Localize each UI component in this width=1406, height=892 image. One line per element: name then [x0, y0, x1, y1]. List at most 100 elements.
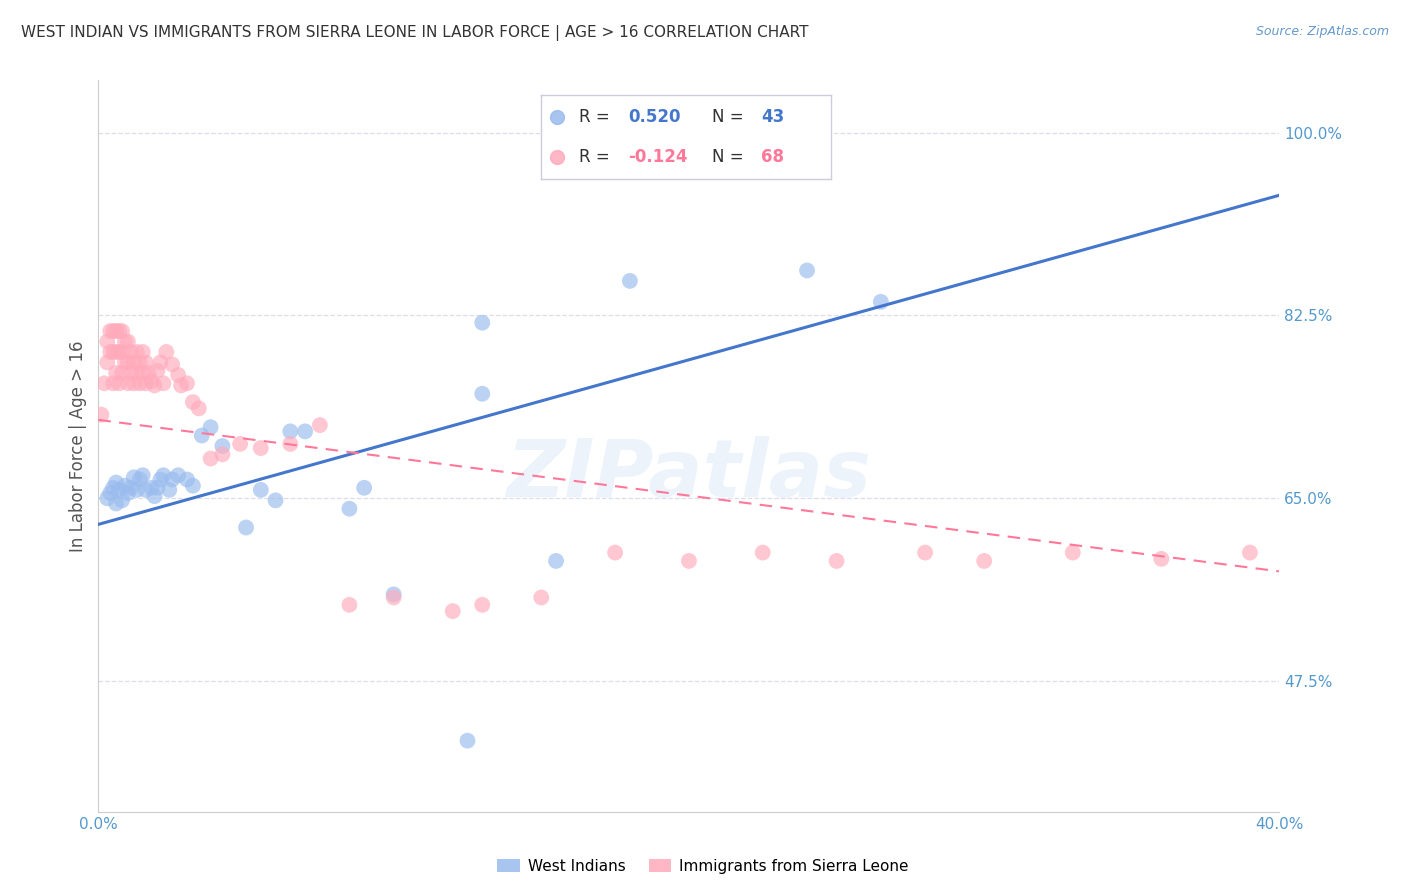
Point — [122, 355, 145, 369]
Point — [146, 481, 169, 495]
Point — [157, 483, 180, 497]
Point — [114, 479, 136, 493]
Point — [96, 491, 118, 506]
Legend: West Indians, Immigrants from Sierra Leone: West Indians, Immigrants from Sierra Leo… — [491, 853, 915, 880]
Point — [752, 545, 775, 559]
Point — [382, 587, 405, 601]
Point — [152, 468, 174, 483]
Point — [141, 374, 163, 388]
Point — [105, 496, 128, 510]
Point — [235, 520, 257, 534]
Point — [167, 468, 190, 483]
Point — [117, 355, 139, 369]
Point — [973, 554, 995, 568]
Point — [111, 345, 134, 359]
Point — [200, 451, 222, 466]
Point — [125, 345, 148, 359]
Point — [98, 324, 121, 338]
Point — [229, 437, 252, 451]
Point — [250, 441, 273, 455]
Point — [471, 316, 494, 330]
Point — [200, 420, 222, 434]
Point — [143, 378, 166, 392]
Point — [105, 324, 128, 338]
Point — [211, 447, 233, 461]
Point — [103, 324, 125, 338]
Point — [120, 366, 142, 380]
Point — [176, 376, 198, 391]
Point — [530, 591, 553, 605]
Point — [128, 376, 150, 391]
Point — [122, 376, 145, 391]
Point — [90, 408, 112, 422]
Point — [678, 554, 700, 568]
Point — [191, 428, 214, 442]
Point — [120, 481, 142, 495]
Point — [132, 345, 155, 359]
Point — [146, 364, 169, 378]
Point — [122, 470, 145, 484]
Y-axis label: In Labor Force | Age > 16: In Labor Force | Age > 16 — [69, 340, 87, 552]
Point — [96, 355, 118, 369]
Point — [294, 425, 316, 439]
Point — [111, 324, 134, 338]
Point — [870, 294, 893, 309]
Point — [155, 345, 177, 359]
Point — [141, 481, 163, 495]
Point — [1239, 545, 1261, 559]
Point — [162, 358, 183, 372]
Point — [111, 493, 134, 508]
Point — [149, 472, 172, 486]
Point — [264, 493, 287, 508]
Point — [825, 554, 848, 568]
Point — [339, 501, 361, 516]
Point — [181, 479, 204, 493]
Point — [117, 376, 139, 391]
Point — [135, 355, 157, 369]
Point — [105, 366, 128, 380]
Point — [149, 355, 172, 369]
Point — [117, 486, 139, 500]
Point — [114, 334, 136, 349]
Point — [170, 378, 193, 392]
Point — [108, 376, 131, 391]
Point — [93, 376, 115, 391]
Point — [103, 345, 125, 359]
Point — [132, 366, 155, 380]
Point — [914, 545, 936, 559]
Point — [457, 733, 479, 747]
Point — [143, 489, 166, 503]
Point — [796, 263, 818, 277]
Point — [546, 554, 568, 568]
Point — [211, 439, 233, 453]
Point — [135, 483, 157, 497]
Point — [1062, 545, 1084, 559]
Point — [117, 334, 139, 349]
Point — [605, 545, 627, 559]
Point — [120, 345, 142, 359]
Point — [132, 468, 155, 483]
Point — [108, 345, 131, 359]
Point — [250, 483, 273, 497]
Point — [471, 386, 494, 401]
Point — [111, 366, 134, 380]
Point — [280, 425, 302, 439]
Point — [125, 483, 148, 497]
Point — [108, 324, 131, 338]
Text: Source: ZipAtlas.com: Source: ZipAtlas.com — [1256, 25, 1389, 38]
Point — [309, 418, 332, 433]
Point — [96, 334, 118, 349]
Point — [98, 486, 121, 500]
Point — [441, 604, 464, 618]
Text: WEST INDIAN VS IMMIGRANTS FROM SIERRA LEONE IN LABOR FORCE | AGE > 16 CORRELATIO: WEST INDIAN VS IMMIGRANTS FROM SIERRA LE… — [21, 25, 808, 41]
Point — [353, 481, 375, 495]
Point — [162, 472, 183, 486]
Text: ZIPatlas: ZIPatlas — [506, 436, 872, 515]
Point — [280, 437, 302, 451]
Point — [125, 366, 148, 380]
Point — [128, 355, 150, 369]
Point — [339, 598, 361, 612]
Point — [103, 376, 125, 391]
Point — [135, 376, 157, 391]
Point — [176, 472, 198, 486]
